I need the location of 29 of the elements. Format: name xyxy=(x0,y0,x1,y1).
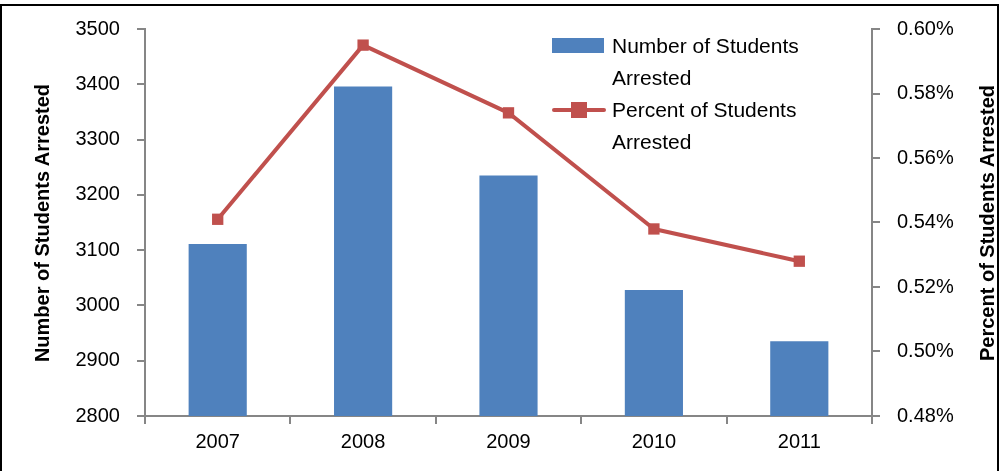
y-tick-label: 3400 xyxy=(75,71,120,94)
point xyxy=(648,223,660,235)
legend-label: Number of Students Arrested xyxy=(612,33,800,91)
y2-tick-label: 0.52% xyxy=(897,274,954,297)
y-tick-label: 2800 xyxy=(75,403,120,426)
y2-tick-label: 0.48% xyxy=(897,403,954,426)
point xyxy=(502,107,515,119)
x-tick-label: 2009 xyxy=(486,429,531,452)
y2-tick-label: 0.60% xyxy=(897,16,954,39)
y-tick-label: 3000 xyxy=(75,292,120,315)
y-tick-label: 3500 xyxy=(75,16,120,39)
y-tick-label: 2900 xyxy=(75,348,120,371)
y2-tick-label: 0.54% xyxy=(897,210,954,233)
x-tick-label: 2011 xyxy=(777,429,821,452)
point xyxy=(212,213,224,225)
y2-tick-label: 0.56% xyxy=(897,145,954,168)
x-tick-label: 2010 xyxy=(631,429,677,452)
point xyxy=(793,255,805,267)
y-axis-title: Number of Students Arrested xyxy=(30,83,54,362)
x-tick-label: 2008 xyxy=(340,429,386,452)
legend-label: Percent of Students Arrested xyxy=(612,97,798,155)
y2-tick-label: 0.58% xyxy=(897,81,954,104)
point xyxy=(357,39,369,51)
y-tick-label: 3100 xyxy=(75,237,120,260)
y2-axis-title: Percent of Students Arrested xyxy=(975,84,999,361)
y-tick-label: 3300 xyxy=(75,127,120,150)
y2-tick-label: 0.50% xyxy=(897,339,954,362)
y-tick-label: 3200 xyxy=(75,182,120,205)
x-tick-label: 2007 xyxy=(195,429,240,452)
